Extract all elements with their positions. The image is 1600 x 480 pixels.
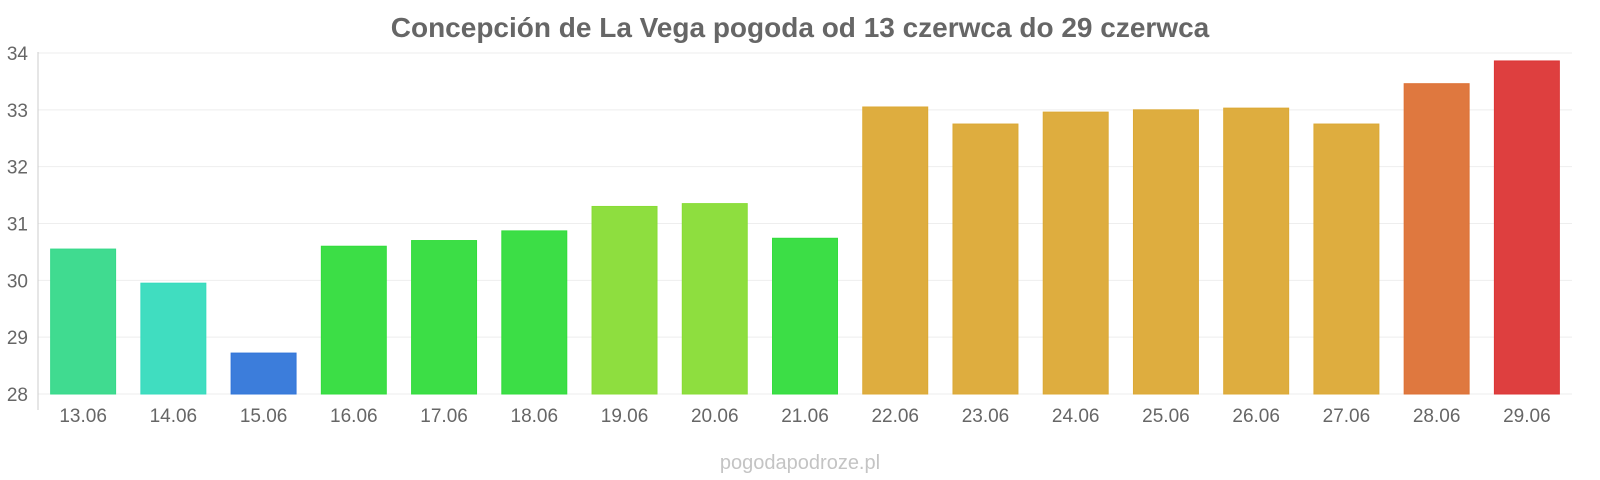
x-tick-label: 20.06 bbox=[691, 406, 739, 427]
x-tick-label: 26.06 bbox=[1232, 406, 1280, 427]
y-tick-label: 31 bbox=[7, 215, 28, 236]
bar-15.06[interactable] bbox=[230, 352, 297, 395]
x-tick-label: 14.06 bbox=[150, 406, 198, 427]
bar-17.06[interactable] bbox=[411, 240, 478, 395]
bar-21.06[interactable] bbox=[772, 237, 838, 395]
x-tick-label: 23.06 bbox=[962, 406, 1010, 427]
y-tick-label: 28 bbox=[7, 385, 28, 406]
x-tick-label: 13.06 bbox=[59, 406, 107, 427]
x-tick-label: 27.06 bbox=[1323, 406, 1371, 427]
x-tick-label: 22.06 bbox=[871, 406, 919, 427]
x-tick-label: 16.06 bbox=[330, 406, 378, 427]
bar-23.06[interactable] bbox=[952, 123, 1019, 395]
credit-text: pogodapodroze.pl bbox=[720, 452, 880, 474]
x-tick-label: 29.06 bbox=[1503, 406, 1551, 427]
bar-16.06[interactable] bbox=[320, 245, 387, 395]
bar-27.06[interactable] bbox=[1313, 123, 1380, 395]
x-tick-label: 18.06 bbox=[511, 406, 559, 427]
bar-14.06[interactable] bbox=[140, 282, 207, 395]
bar-13.06[interactable] bbox=[50, 248, 117, 395]
bar-29.06[interactable] bbox=[1493, 60, 1560, 395]
x-tick-label: 15.06 bbox=[240, 406, 288, 427]
bar-18.06[interactable] bbox=[501, 230, 568, 395]
bar-24.06[interactable] bbox=[1042, 111, 1109, 395]
y-axis-ticks: 28 29 30 31 32 33 34 bbox=[7, 44, 29, 406]
chart-title: Concepción de La Vega pogoda od 13 czerw… bbox=[391, 12, 1210, 43]
x-tick-label: 28.06 bbox=[1413, 406, 1461, 427]
y-tick-label: 30 bbox=[7, 271, 28, 292]
x-tick-label: 17.06 bbox=[420, 406, 468, 427]
x-tick-label: 25.06 bbox=[1142, 406, 1190, 427]
x-axis-ticks: 13.06 14.06 15.06 16.06 17.06 18.06 19.06 20.06… bbox=[59, 406, 1550, 427]
y-tick-label: 29 bbox=[7, 328, 28, 349]
y-tick-label: 32 bbox=[7, 158, 28, 179]
bar-28.06[interactable] bbox=[1403, 83, 1470, 395]
bar-20.06[interactable] bbox=[681, 203, 748, 395]
bar-25.06[interactable] bbox=[1132, 109, 1199, 395]
x-tick-label: 19.06 bbox=[601, 406, 649, 427]
bar-22.06[interactable] bbox=[862, 106, 929, 395]
bar-26.06[interactable] bbox=[1223, 107, 1290, 395]
y-tick-label: 34 bbox=[7, 44, 29, 65]
x-tick-label: 21.06 bbox=[781, 406, 829, 427]
bar-19.06[interactable] bbox=[591, 205, 658, 395]
bars bbox=[50, 60, 1560, 395]
x-tick-label: 24.06 bbox=[1052, 406, 1100, 427]
y-tick-label: 33 bbox=[7, 101, 28, 122]
